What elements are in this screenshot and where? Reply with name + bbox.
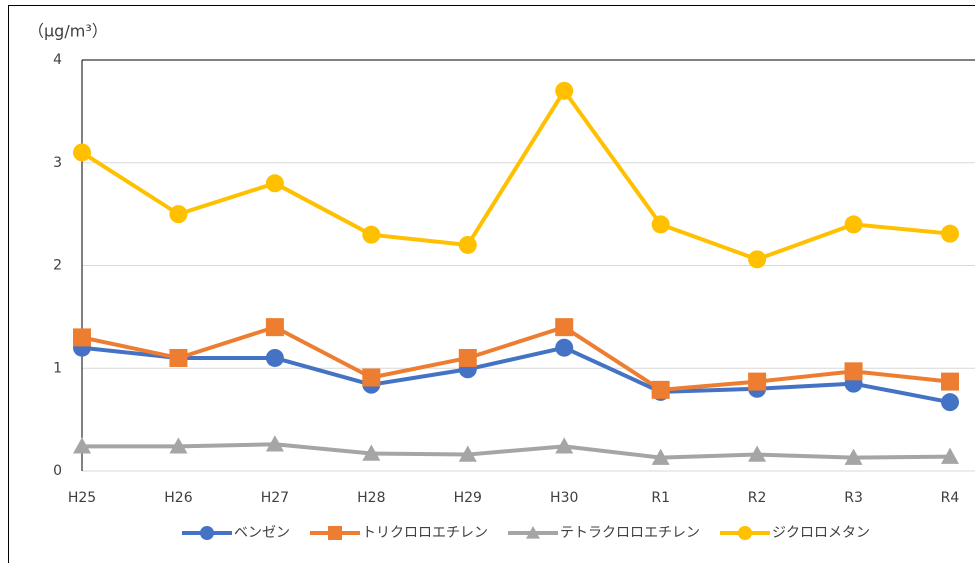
marker bbox=[748, 445, 767, 462]
marker bbox=[651, 448, 670, 465]
x-tick-label: H29 bbox=[454, 490, 482, 506]
marker bbox=[526, 526, 540, 539]
marker bbox=[265, 348, 284, 367]
marker bbox=[844, 215, 863, 234]
marker bbox=[844, 448, 863, 465]
legend-label: テトラクロロエチレン bbox=[560, 525, 700, 541]
chart-frame bbox=[8, 5, 975, 563]
marker bbox=[738, 526, 752, 540]
y-tick-label: 3 bbox=[53, 155, 62, 171]
marker bbox=[169, 348, 188, 367]
marker bbox=[265, 435, 284, 452]
marker bbox=[941, 224, 959, 243]
marker bbox=[362, 444, 381, 461]
x-tick-label: H27 bbox=[261, 490, 289, 506]
marker bbox=[328, 526, 342, 540]
x-tick-label: R4 bbox=[941, 490, 960, 506]
x-tick-label: R1 bbox=[651, 490, 670, 506]
marker bbox=[941, 393, 959, 412]
marker bbox=[265, 318, 284, 337]
marker bbox=[651, 215, 670, 234]
marker bbox=[362, 368, 381, 387]
marker bbox=[169, 205, 188, 224]
y-tick-label: 0 bbox=[53, 463, 62, 479]
marker bbox=[458, 445, 477, 462]
marker bbox=[555, 318, 574, 337]
marker bbox=[362, 225, 381, 244]
y-tick-label: 2 bbox=[53, 258, 62, 274]
marker bbox=[555, 437, 574, 454]
marker bbox=[941, 447, 959, 464]
marker bbox=[169, 437, 188, 454]
marker bbox=[73, 437, 91, 454]
marker bbox=[73, 328, 91, 347]
marker bbox=[458, 235, 477, 254]
series-line bbox=[81, 325, 951, 392]
marker bbox=[555, 338, 574, 357]
x-tick-label: R3 bbox=[844, 490, 863, 506]
x-tick-label: H25 bbox=[68, 490, 96, 506]
marker bbox=[73, 143, 91, 162]
y-tick-label: 4 bbox=[53, 52, 62, 68]
marker bbox=[200, 526, 214, 540]
series-line bbox=[80, 88, 951, 262]
x-tick-label: R2 bbox=[748, 490, 767, 506]
marker bbox=[941, 372, 959, 391]
marker bbox=[748, 250, 767, 269]
marker bbox=[748, 372, 767, 391]
y-tick-label: 1 bbox=[53, 360, 62, 376]
y-axis-label: （μg/m³） bbox=[28, 22, 108, 41]
marker bbox=[458, 348, 477, 367]
series-line bbox=[81, 345, 951, 405]
x-tick-label: H28 bbox=[357, 490, 385, 506]
legend-label: トリクロロエチレン bbox=[362, 525, 488, 541]
x-tick-label: H30 bbox=[550, 490, 578, 506]
legend-label: ジクロロメタン bbox=[772, 525, 870, 541]
marker bbox=[651, 380, 670, 399]
x-tick-label: H26 bbox=[164, 490, 192, 506]
legend-label: ベンゼン bbox=[234, 525, 290, 541]
marker bbox=[555, 81, 574, 100]
series-line bbox=[82, 442, 951, 460]
marker bbox=[844, 362, 863, 381]
marker bbox=[265, 174, 284, 193]
